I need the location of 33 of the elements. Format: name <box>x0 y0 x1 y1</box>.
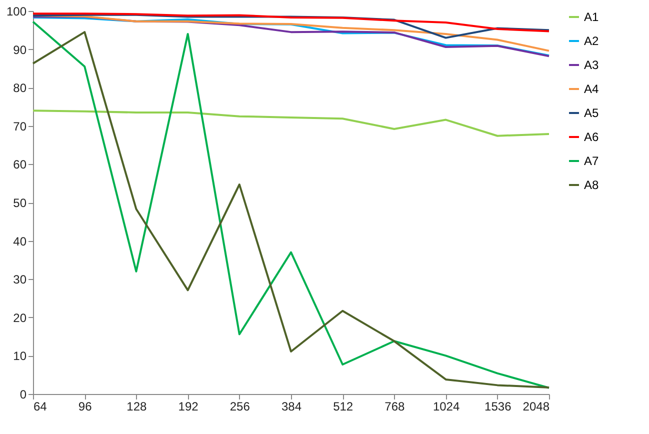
y-tick-label: 0 <box>20 388 27 402</box>
y-tick-label: 10 <box>13 349 27 364</box>
x-tick-label: 2048 <box>522 400 550 414</box>
x-tick-label: 1536 <box>484 400 512 414</box>
legend-label: A3 <box>584 58 600 72</box>
legend-label: A5 <box>584 106 600 120</box>
line-series <box>32 14 550 39</box>
legend-label: A7 <box>584 154 600 168</box>
y-tick-label: 30 <box>13 272 27 287</box>
x-tick-label: 64 <box>34 400 48 414</box>
line-series <box>32 12 550 32</box>
y-tick-label: 90 <box>13 42 27 57</box>
y-tick-label: 40 <box>13 234 27 248</box>
legend-label: A4 <box>584 82 600 96</box>
x-tick-label: 256 <box>230 400 250 414</box>
y-tick-label: 20 <box>13 310 27 325</box>
legend-label: A6 <box>584 130 600 144</box>
legend-label: A1 <box>584 10 600 24</box>
y-tick-label: 70 <box>13 119 27 134</box>
x-tick-label: 512 <box>333 400 354 414</box>
x-tick-label: 768 <box>384 400 406 414</box>
legend-label: A8 <box>584 178 600 192</box>
line-series <box>32 110 550 137</box>
y-tick-label: 80 <box>13 81 27 96</box>
y-tick-label: 50 <box>13 196 27 210</box>
x-tick-label: 192 <box>178 400 199 414</box>
x-tick-label: 128 <box>126 400 148 414</box>
x-tick-label: 384 <box>281 400 302 414</box>
legend-label: A2 <box>584 34 600 48</box>
y-tick-label: 100 <box>6 4 27 18</box>
x-tick-label: 1024 <box>432 400 460 414</box>
x-tick-label: 96 <box>78 400 92 414</box>
y-tick-label: 60 <box>13 158 27 172</box>
